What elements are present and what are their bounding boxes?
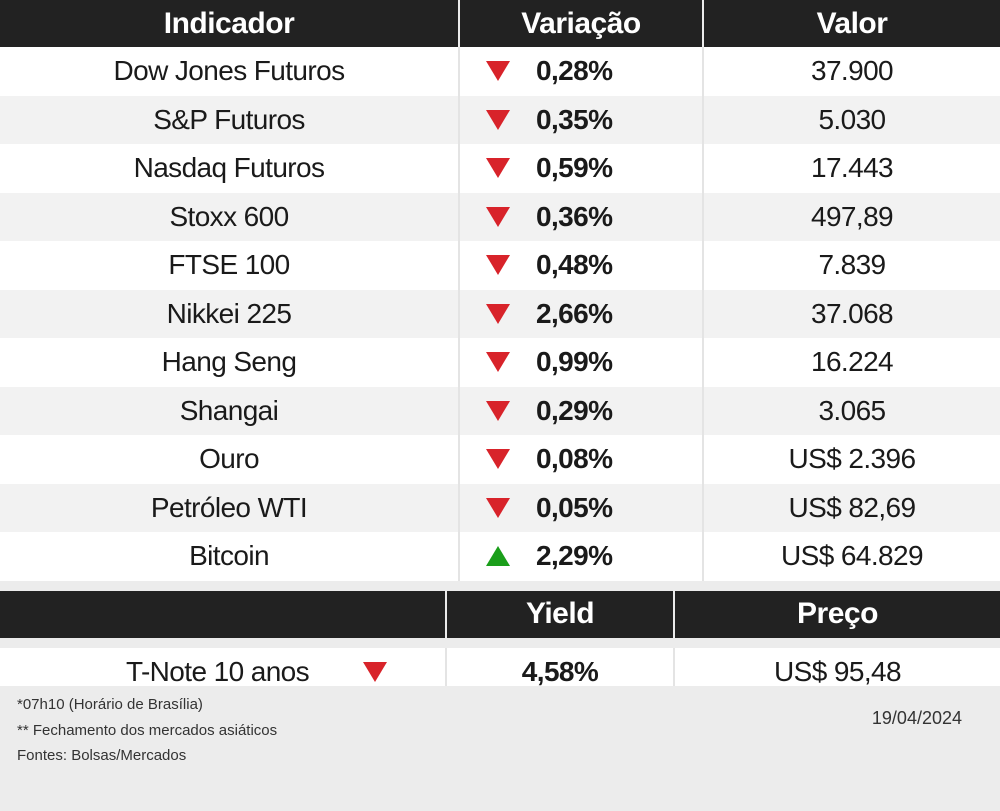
variation-cell: 0,08% xyxy=(458,435,702,484)
down-arrow-icon xyxy=(486,158,510,179)
variation-value: 0,35% xyxy=(536,103,613,135)
header-yield: Yield xyxy=(447,590,673,638)
variation-cell: 0,29% xyxy=(458,386,702,435)
down-arrow-icon xyxy=(486,206,510,227)
bond-name-cell: T-Note 10 anos xyxy=(0,648,445,697)
indicator-value: 497,89 xyxy=(702,192,1000,241)
footnote-time: *07h10 (Horário de Brasília) xyxy=(17,696,203,713)
variation-cell: 0,28% xyxy=(458,47,702,96)
footnote-sources: Fontes: Bolsas/Mercados xyxy=(17,747,187,764)
up-arrow-icon xyxy=(486,546,510,567)
down-arrow-icon xyxy=(363,662,388,682)
variation-value: 0,29% xyxy=(536,394,613,426)
bond-yield-value: 4,58% xyxy=(521,656,599,687)
table-row: Bitcoin 2,29% US$ 64.829 xyxy=(0,532,1000,581)
indicator-name: Bitcoin xyxy=(189,540,269,572)
header-valor: Valor xyxy=(704,0,1000,47)
variation-cell: 2,29% xyxy=(458,532,702,581)
variation-cell: 2,66% xyxy=(458,289,702,338)
indicator-value: 37.068 xyxy=(702,289,1000,338)
bond-price: US$ 95,48 xyxy=(673,647,1000,697)
footer-notes: *07h10 (Horário de Brasília) ** Fechamen… xyxy=(17,692,277,769)
variation-cell: 0,36% xyxy=(458,192,702,241)
table-row: Nikkei 225 2,66% 37.068 xyxy=(0,289,1000,338)
table-row: Ouro 0,08% US$ 2.396 xyxy=(0,435,1000,484)
indicator-name: Dow Jones Futuros xyxy=(113,55,345,87)
variation-cell: 0,48% xyxy=(458,241,702,290)
indicator-name: Ouro xyxy=(199,443,259,475)
indicator-name: Shangai xyxy=(179,394,279,426)
indicator-value: US$ 2.396 xyxy=(702,435,1000,484)
variation-value: 2,29% xyxy=(536,540,613,572)
header-variacao: Variação xyxy=(460,0,702,47)
variation-value: 0,05% xyxy=(536,491,613,523)
footer: *07h10 (Horário de Brasília) ** Fechamen… xyxy=(0,686,1000,811)
table-header: Indicador Variação Valor xyxy=(0,0,1000,47)
indicator-value: 5.030 xyxy=(702,95,1000,144)
variation-cell: 0,59% xyxy=(458,144,702,193)
down-arrow-icon xyxy=(486,109,510,130)
table-body: Dow Jones Futuros 0,28% 37.900 S&P Futuros 0… xyxy=(0,47,1000,581)
down-arrow-icon xyxy=(486,303,510,324)
indicator-name: S&P Futuros xyxy=(153,103,305,135)
bond-yield: 4,58% xyxy=(445,647,673,697)
indicator-name: Stoxx 600 xyxy=(169,200,289,232)
header-bond-blank xyxy=(0,590,445,638)
indicator-value: 7.839 xyxy=(702,241,1000,290)
indicator-value: 17.443 xyxy=(702,144,1000,193)
variation-value: 0,36% xyxy=(536,200,613,232)
variation-value: 2,66% xyxy=(536,297,613,329)
variation-value: 0,48% xyxy=(536,249,613,281)
bond-name: T-Note 10 anos xyxy=(126,656,310,687)
down-arrow-icon xyxy=(486,497,510,518)
footer-date: 19/04/2024 xyxy=(871,708,962,728)
indicator-value: US$ 82,69 xyxy=(702,483,1000,532)
bond-header: Yield Preço xyxy=(0,590,1000,638)
indicator-name: FTSE 100 xyxy=(168,249,290,281)
down-arrow-icon xyxy=(486,400,510,421)
indicator-value: 16.224 xyxy=(702,338,1000,387)
indicator-name: Hang Seng xyxy=(161,346,297,378)
indicator-name: Nikkei 225 xyxy=(166,297,292,329)
indicator-name: Petróleo WTI xyxy=(150,491,308,523)
indicator-name: Nasdaq Futuros xyxy=(133,152,325,184)
variation-cell: 0,99% xyxy=(458,338,702,387)
variation-value: 0,59% xyxy=(536,152,613,184)
variation-cell: 0,35% xyxy=(458,95,702,144)
table-row: Stoxx 600 0,36% 497,89 xyxy=(0,192,1000,241)
variation-value: 0,08% xyxy=(536,443,613,475)
down-arrow-icon xyxy=(486,255,510,276)
table-row: S&P Futuros 0,35% 5.030 xyxy=(0,95,1000,144)
indicator-value: 37.900 xyxy=(702,47,1000,96)
variation-value: 0,99% xyxy=(536,346,613,378)
table-row: FTSE 100 0,48% 7.839 xyxy=(0,241,1000,290)
down-arrow-icon xyxy=(486,449,510,470)
footnote-asian-markets: ** Fechamento dos mercados asiáticos xyxy=(17,721,278,739)
down-arrow-icon xyxy=(486,352,510,373)
header-indicador: Indicador xyxy=(0,0,458,47)
header-preco: Preço xyxy=(675,590,1000,638)
down-arrow-icon xyxy=(486,61,510,82)
variation-value: 0,28% xyxy=(536,55,613,87)
table-row: Shangai 0,29% 3.065 xyxy=(0,386,1000,435)
table-row: Hang Seng 0,99% 16.224 xyxy=(0,338,1000,387)
indicator-value: US$ 64.829 xyxy=(702,532,1000,581)
table-row: Nasdaq Futuros 0,59% 17.443 xyxy=(0,144,1000,193)
table-row: Dow Jones Futuros 0,28% 37.900 xyxy=(0,47,1000,96)
variation-cell: 0,05% xyxy=(458,483,702,532)
table-row: Petróleo WTI 0,05% US$ 82,69 xyxy=(0,483,1000,532)
indicator-value: 3.065 xyxy=(702,386,1000,435)
